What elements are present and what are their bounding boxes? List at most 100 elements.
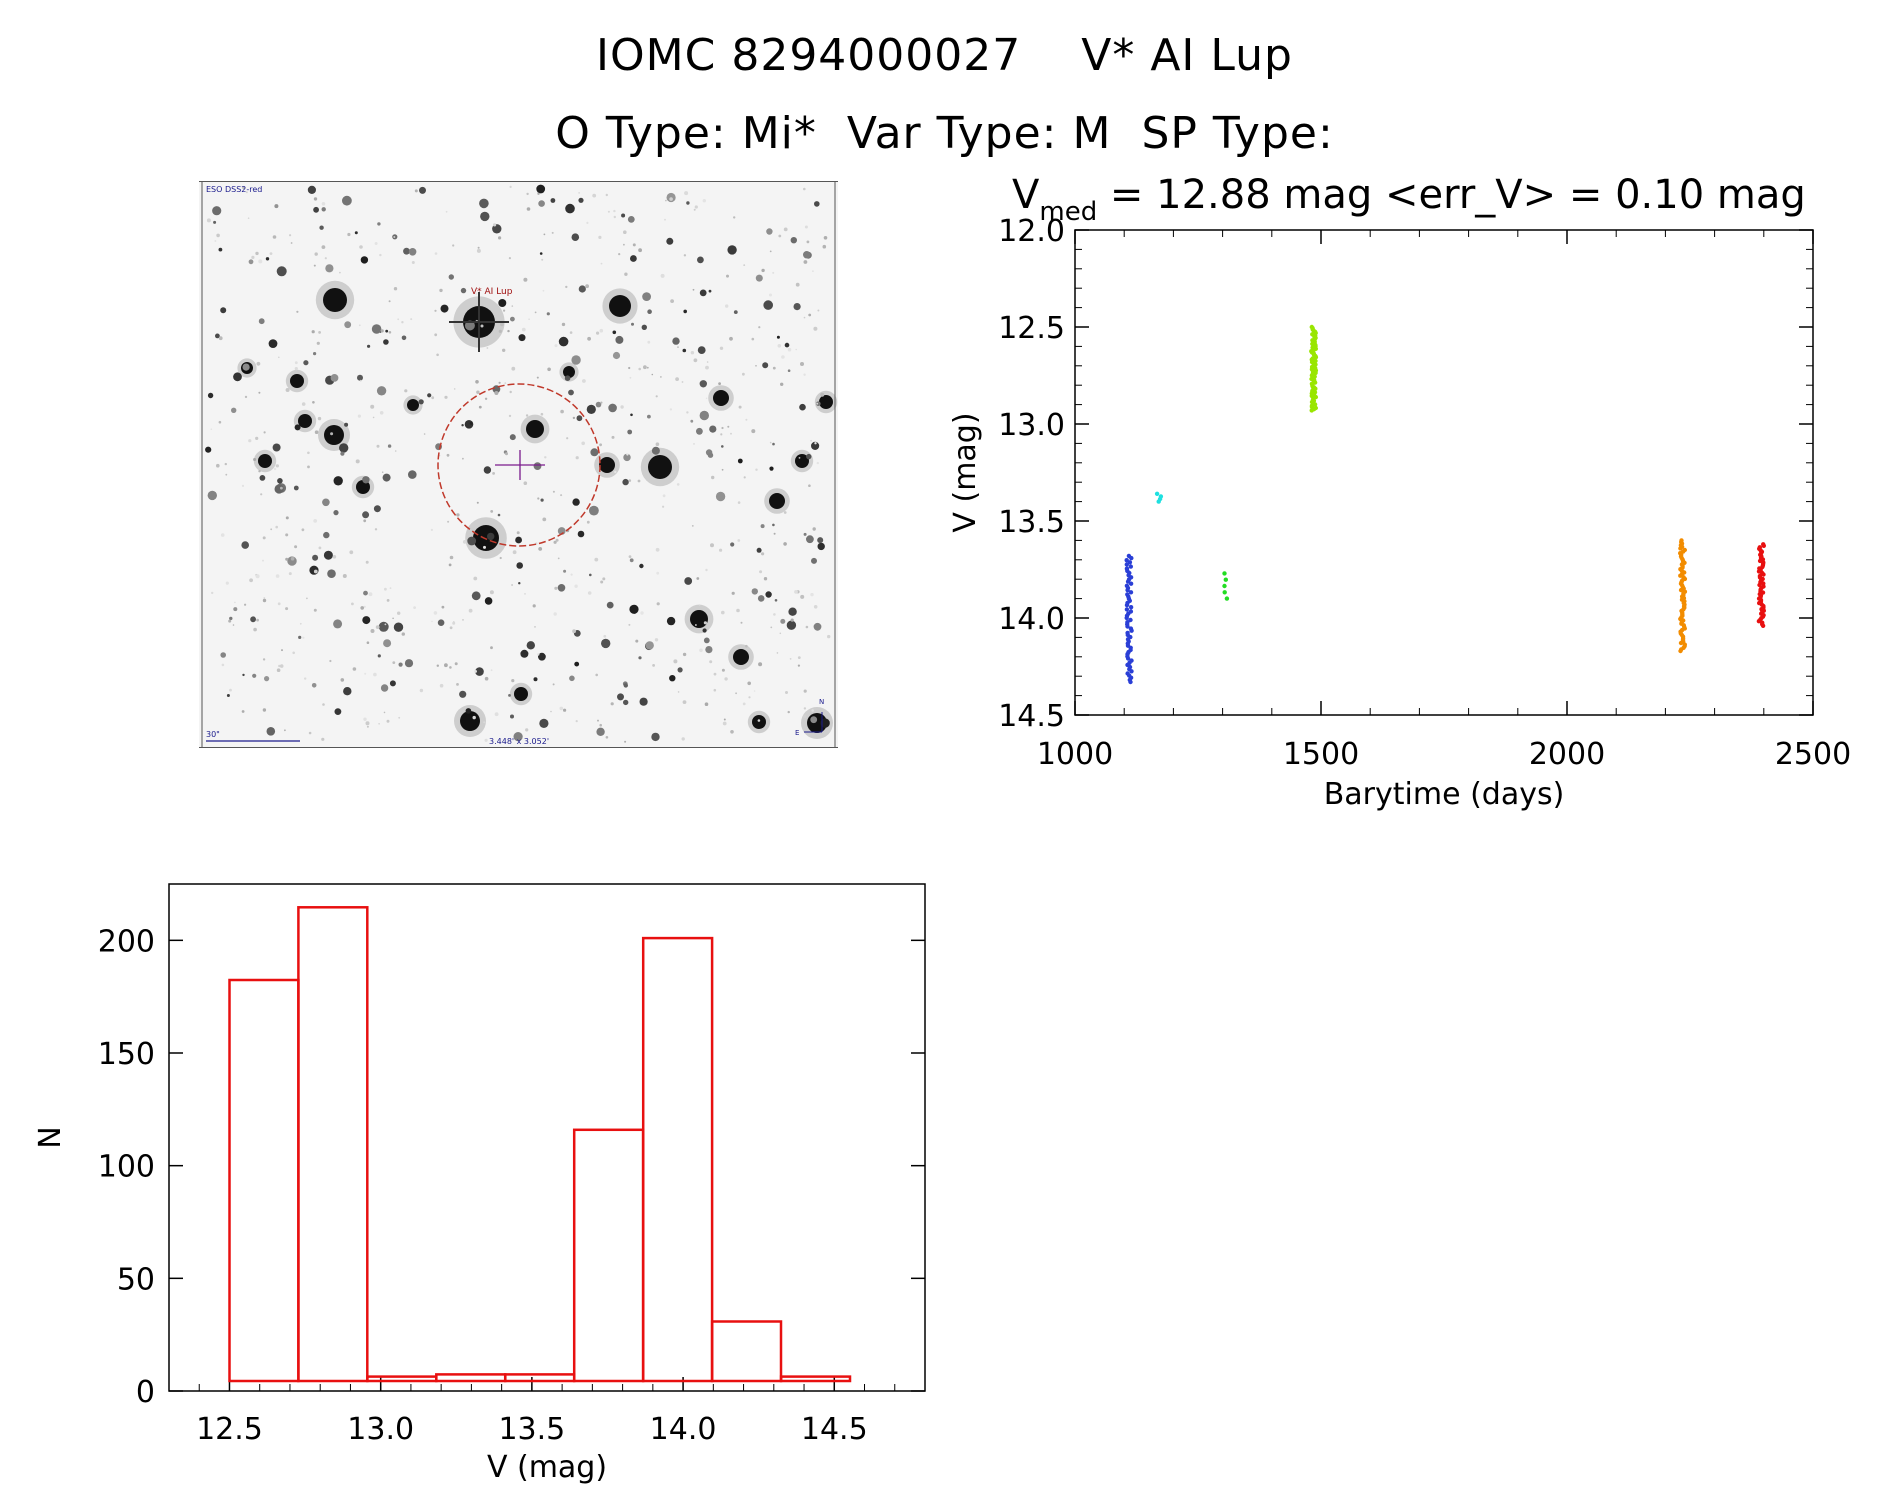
- finder-noise: [598, 235, 602, 239]
- finder-noise: [613, 215, 616, 219]
- finder-noise: [262, 536, 266, 540]
- finder-noise: [758, 662, 763, 667]
- finder-star: [241, 541, 249, 549]
- finder-noise: [475, 292, 478, 295]
- finder-noise: [783, 511, 787, 514]
- finder-noise: [600, 262, 603, 265]
- finder-star: [630, 255, 637, 262]
- finder-noise: [651, 373, 654, 376]
- finder-noise: [761, 268, 765, 273]
- finder-star: [311, 683, 317, 688]
- finder-noise: [587, 591, 592, 595]
- finder-noise: [294, 361, 298, 365]
- finder-noise: [516, 531, 520, 535]
- finder-noise: [763, 577, 768, 581]
- finder-star: [266, 727, 276, 736]
- finder-star: [538, 652, 546, 661]
- finder-star: [509, 434, 516, 441]
- finder-noise: [816, 402, 819, 405]
- finder-noise: [623, 243, 625, 246]
- finder-noise: [554, 344, 558, 348]
- histogram-x-tick-label: 14.0: [650, 1412, 717, 1447]
- light-curve-point-epoch-1: [1128, 581, 1134, 586]
- light-curve-y-tick-label: 13.0: [998, 408, 1065, 443]
- finder-noise: [411, 261, 415, 264]
- finder-star: [572, 498, 580, 506]
- finder-noise: [813, 605, 818, 609]
- finder-star: [563, 366, 575, 378]
- finder-noise: [654, 638, 659, 642]
- finder-noise: [434, 333, 438, 337]
- finder-star: [475, 667, 484, 676]
- finder-noise: [285, 388, 290, 392]
- finder-noise: [525, 728, 529, 732]
- finder-star: [513, 732, 523, 742]
- finder-noise: [379, 411, 384, 415]
- finder-noise: [523, 481, 528, 486]
- finder-noise: [620, 405, 624, 409]
- light-curve-point-epoch-1: [1124, 562, 1130, 567]
- finder-star: [769, 493, 785, 509]
- finder-noise: [816, 461, 819, 465]
- finder-star: [630, 413, 633, 417]
- finder-star: [342, 195, 352, 206]
- finder-noise: [565, 285, 568, 289]
- finder-noise: [456, 683, 459, 686]
- finder-star: [795, 454, 809, 468]
- finder-star: [313, 206, 319, 213]
- finder-noise: [472, 715, 476, 720]
- finder-noise: [713, 688, 717, 692]
- finder-noise: [383, 711, 386, 714]
- finder-noise: [280, 486, 283, 490]
- finder-star: [814, 201, 820, 207]
- finder-noise: [745, 418, 748, 421]
- finder-noise: [255, 251, 259, 256]
- finder-star: [609, 295, 631, 317]
- finder-star: [790, 237, 797, 244]
- finder-noise: [392, 661, 396, 664]
- fov-label: 3.448' x 3.052': [489, 737, 549, 746]
- finder-noise: [623, 230, 627, 234]
- finder-star: [215, 333, 220, 339]
- finder-noise: [751, 337, 755, 341]
- finder-noise: [314, 252, 318, 256]
- finder-noise: [723, 718, 726, 721]
- finder-noise: [803, 316, 806, 319]
- finder-star: [229, 616, 233, 621]
- finder-noise: [301, 402, 306, 406]
- finder-noise: [284, 729, 286, 732]
- finder-noise: [665, 199, 667, 202]
- finder-noise: [247, 217, 250, 219]
- finder-noise: [780, 382, 784, 386]
- finder-noise: [572, 629, 576, 634]
- finder-noise: [552, 683, 555, 686]
- finder-noise: [279, 664, 284, 668]
- finder-star: [259, 475, 266, 481]
- light-curve-point-epoch-1: [1124, 607, 1130, 612]
- finder-star: [705, 646, 713, 654]
- finder-noise: [632, 243, 636, 247]
- histogram-x-tick-label: 12.5: [196, 1412, 263, 1447]
- finder-star: [696, 427, 703, 435]
- finder-noise: [285, 516, 289, 520]
- finder-star: [367, 344, 371, 348]
- finder-noise: [635, 639, 639, 643]
- finder-star: [533, 677, 538, 682]
- finder-star: [484, 597, 493, 605]
- finder-noise: [695, 624, 697, 626]
- histogram-bar: [435, 1373, 507, 1383]
- finder-noise: [742, 372, 745, 376]
- finder-noise: [795, 282, 800, 287]
- finder-noise: [787, 710, 790, 714]
- histogram-y-label: N: [33, 1126, 68, 1148]
- finder-noise: [370, 404, 375, 409]
- finder-noise: [597, 719, 599, 722]
- finder-noise: [575, 720, 578, 723]
- finder-noise: [769, 250, 772, 253]
- finder-noise: [294, 367, 298, 371]
- finder-star: [672, 337, 680, 345]
- finder-noise: [480, 324, 484, 328]
- finder-star: [362, 511, 370, 519]
- finder-noise: [332, 555, 337, 559]
- finder-noise: [290, 556, 295, 561]
